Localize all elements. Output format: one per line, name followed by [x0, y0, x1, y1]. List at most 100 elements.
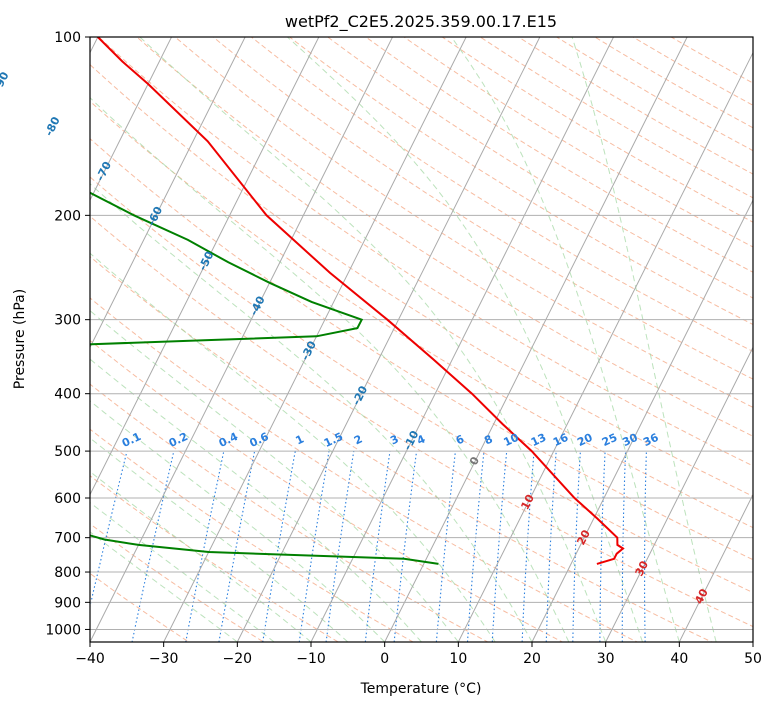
- isotherm: [384, 37, 688, 642]
- isotherm-label: -70: [94, 159, 115, 183]
- mixing-ratio-label: 4: [415, 432, 428, 447]
- x-axis-ticks: −40 −30 −20 −10 0 10 20 30 40 50: [75, 642, 762, 667]
- dry-adiabat: [326, 37, 753, 299]
- mixing-ratio-label: 25: [600, 431, 619, 449]
- x-tick-label: 0: [380, 651, 389, 667]
- mixing-ratio-label: 2: [352, 432, 364, 447]
- temperature-line: [97, 37, 625, 565]
- x-tick-label: 10: [449, 651, 467, 667]
- moist-adiabat: [90, 400, 386, 642]
- isotherm-label: -20: [350, 383, 371, 407]
- isotherm: [90, 37, 173, 202]
- isotherm-label: 0: [467, 454, 482, 467]
- x-tick-label: 30: [597, 651, 615, 667]
- mixing-ratio-label: 1: [294, 432, 306, 447]
- mixing-ratio-label: 0.1: [120, 430, 143, 450]
- y-tick-label: 600: [54, 491, 81, 507]
- y-tick-label: 800: [54, 565, 81, 581]
- mixing-ratio-line: [599, 451, 606, 642]
- isotherm: [90, 37, 320, 496]
- isotherm: [236, 37, 541, 642]
- isotherm-label: -30: [299, 339, 320, 363]
- isotherm-label: 30: [633, 559, 652, 579]
- y-axis-ticks: 100 200 300 400 500 600 700 800 900 1000: [45, 30, 90, 638]
- isotherm-label: -60: [145, 204, 166, 228]
- mixing-ratio-line: [644, 451, 647, 642]
- moist-adiabat: [90, 97, 570, 642]
- dry-adiabat: [288, 37, 753, 326]
- moist-adiabat: [90, 183, 533, 642]
- dry-adiabat: [441, 37, 753, 223]
- mixing-ratio-line: [325, 451, 355, 642]
- moist-adiabat: [287, 37, 643, 642]
- dry-adiabat: [403, 37, 753, 248]
- moist-adiabat: [90, 437, 349, 642]
- mixing-ratio-label: 3: [388, 432, 400, 447]
- dry-adiabat: [174, 37, 753, 408]
- dry-adiabat: [517, 37, 753, 175]
- dry-adiabat: [90, 523, 265, 642]
- isotherm: [163, 37, 467, 642]
- dry-adiabat: [90, 64, 753, 497]
- dry-adiabat: [90, 572, 190, 642]
- mixing-ratio-label: 30: [620, 431, 640, 449]
- dry-adiabat: [212, 37, 753, 380]
- dry-adiabat: [90, 138, 753, 561]
- x-tick-label: 20: [523, 651, 541, 667]
- y-tick-label: 400: [54, 387, 81, 403]
- background-lines: [90, 37, 753, 642]
- moist-adiabat: [450, 37, 680, 642]
- dry-adiabat: [136, 37, 753, 437]
- moist-adiabat: [571, 37, 717, 642]
- dewpoint-line: [90, 191, 439, 565]
- dry-adiabat: [364, 37, 753, 273]
- mixing-ratio-line: [364, 451, 391, 642]
- mixing-ratio-line: [491, 451, 508, 642]
- mixing-ratio-label: 8: [482, 432, 494, 447]
- mixing-ratio-line: [435, 451, 456, 642]
- mixing-ratio-line: [545, 451, 557, 642]
- x-tick-label: −10: [296, 651, 326, 667]
- dry-adiabat: [90, 100, 753, 529]
- dry-adiabat: [90, 215, 753, 628]
- chart-title: wetPf2_C2E5.2025.359.00.17.E15: [285, 12, 557, 32]
- isotherm-label: -90: [0, 69, 12, 93]
- isotherm: [310, 37, 615, 642]
- y-tick-label: 200: [54, 208, 81, 224]
- isotherm: [678, 493, 753, 642]
- mixing-ratio-label: 0.6: [248, 430, 271, 450]
- isotherm: [531, 198, 753, 642]
- mixing-ratio-line: [185, 450, 225, 642]
- mixing-ratio-label: 16: [551, 431, 571, 449]
- mixing-ratio-line: [466, 451, 485, 642]
- mixing-ratio-label: 0.2: [167, 430, 190, 450]
- isotherm: [457, 51, 753, 642]
- y-tick-label: 100: [54, 30, 81, 46]
- mixing-ratio-line: [572, 451, 581, 642]
- mixing-ratio-label: 36: [641, 431, 661, 449]
- x-tick-label: −30: [149, 651, 179, 667]
- mixing-ratio-line: [90, 450, 128, 609]
- moist-adiabat: [90, 531, 238, 642]
- mixing-ratio-label: 10: [502, 431, 522, 449]
- mixing-ratio-line: [621, 451, 627, 642]
- mixing-ratio-line: [521, 451, 535, 642]
- y-tick-label: 900: [54, 595, 81, 611]
- x-tick-label: −40: [75, 651, 105, 667]
- y-axis-label: Pressure (hPa): [12, 289, 28, 389]
- isotherm-label: 40: [692, 586, 711, 606]
- x-tick-label: 50: [744, 651, 762, 667]
- y-tick-label: 1000: [45, 622, 81, 638]
- dry-adiabat: [90, 428, 415, 642]
- isotherm: [752, 640, 753, 642]
- mixing-ratio-line: [262, 450, 296, 642]
- sounding-profiles: [90, 37, 625, 565]
- x-axis-label: Temperature (°C): [360, 681, 482, 697]
- dry-adiabat: [250, 37, 753, 353]
- isotherm-label: -50: [196, 249, 217, 273]
- isotherm-label: 10: [518, 492, 537, 512]
- isotherm-label: -40: [247, 294, 268, 318]
- isotherm: [90, 37, 394, 642]
- mixing-ratio-label: 0.4: [217, 430, 240, 450]
